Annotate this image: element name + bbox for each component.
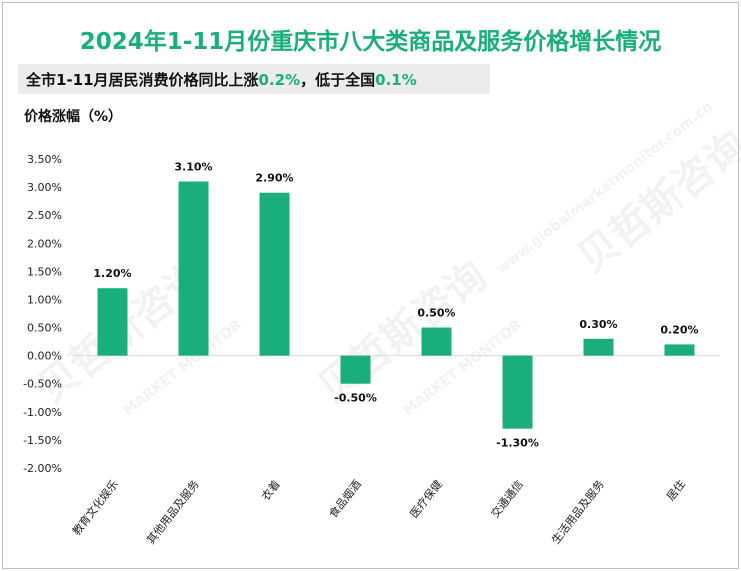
y-tick-label: -0.50% <box>23 378 62 391</box>
data-label: 3.10% <box>174 160 212 173</box>
x-tick-label: 生活用品及服务 <box>548 477 606 546</box>
bar <box>259 192 290 356</box>
bar <box>502 355 533 429</box>
chart-title: 2024年1-11月份重庆市八大类商品及服务价格增长情况 <box>79 29 662 55</box>
data-label: -0.50% <box>334 392 377 405</box>
bar <box>583 338 614 356</box>
bar <box>421 327 452 356</box>
subtitle-value-national: 0.1% <box>375 71 417 89</box>
y-tick-label: -1.50% <box>23 434 62 447</box>
y-tick-label: 3.50% <box>27 153 62 166</box>
data-label: 2.90% <box>255 172 293 185</box>
x-tick-label: 食品烟酒 <box>326 477 364 520</box>
x-tick-label: 交通通信 <box>488 477 526 520</box>
x-tick-label: 教育文化娱乐 <box>69 477 121 538</box>
y-tick-label: 2.00% <box>27 237 62 250</box>
data-label: 0.20% <box>660 323 698 336</box>
x-tick-label: 衣着 <box>258 477 283 503</box>
y-tick-label: -1.00% <box>23 406 62 419</box>
bar <box>664 344 695 356</box>
x-tick-label: 医疗保健 <box>407 477 445 520</box>
y-axis-label: 价格涨幅（%） <box>24 109 123 125</box>
x-tick-label: 其他用品及服务 <box>144 478 202 547</box>
x-tick-label: 居住 <box>663 477 688 503</box>
subtitle: 全市1-11月居民消费价格同比上涨0.2%，低于全国0.1% <box>26 69 417 90</box>
bar <box>340 355 371 384</box>
subtitle-prefix: 全市1-11月居民消费价格同比上涨 <box>26 71 259 89</box>
data-label: 0.50% <box>417 307 455 320</box>
bar <box>178 181 209 356</box>
y-tick-label: 3.00% <box>27 181 62 194</box>
y-tick-label: 2.50% <box>27 209 62 222</box>
subtitle-middle: ，低于全国 <box>300 71 376 89</box>
data-label: 1.20% <box>93 267 131 280</box>
subtitle-value-city: 0.2% <box>258 71 301 89</box>
y-tick-label: 0.00% <box>27 350 62 363</box>
y-tick-label: 0.50% <box>27 322 62 335</box>
y-tick-label: 1.00% <box>27 293 62 306</box>
data-label: -1.30% <box>496 437 539 450</box>
y-tick-label: 1.50% <box>27 265 62 278</box>
y-tick-label: -2.00% <box>23 462 62 475</box>
data-label: 0.30% <box>579 318 617 331</box>
bar <box>97 288 128 356</box>
subtitle-band <box>18 64 490 94</box>
